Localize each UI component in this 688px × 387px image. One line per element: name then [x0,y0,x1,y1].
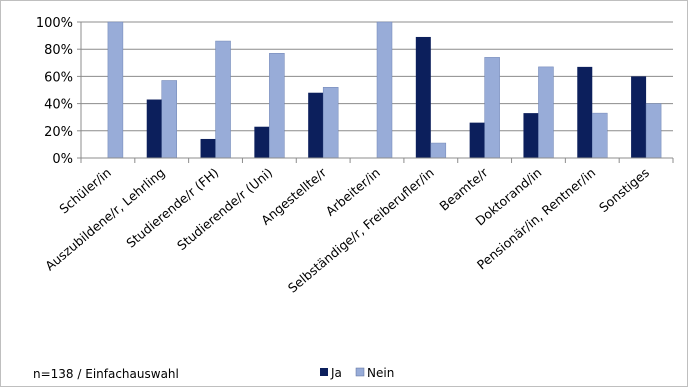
y-tick-label: 80% [44,43,73,58]
y-tick-label: 40% [44,98,73,113]
bar-ja [200,138,216,158]
bar-nein [592,112,608,159]
legend-swatch-ja [320,368,328,376]
bar-ja [254,126,270,158]
bar-ja [415,36,431,158]
bar-ja [308,92,324,158]
bar-nein [107,21,124,159]
bar-nein [322,87,339,159]
x-tick-label: Sonstiges [596,165,652,215]
bar-ja [146,99,162,158]
bar-ja [469,122,485,158]
x-tick-label: Beamte/r [436,164,491,213]
y-tick-label: 60% [44,70,73,85]
y-tick-label: 100% [36,16,73,31]
bar-nein [376,21,393,159]
bar-ja [631,76,647,158]
bar-nein [538,66,554,159]
legend-label-ja: Ja [330,366,342,380]
bar-nein [269,53,285,159]
axes [77,21,674,163]
y-tick-label: 20% [44,125,73,140]
bar-nein [484,57,500,159]
legend-swatch-nein [355,367,365,377]
bars [107,21,662,159]
x-tick-label: Studierende/r (FH) [123,165,221,251]
bar-nein [430,142,447,159]
sample-note: n=138 / Einfachauswahl [33,367,179,381]
bar-ja [523,113,539,158]
y-tick-labels: 0% 20% 40% 60% 80% 100% [36,16,73,167]
bar-ja [577,66,593,158]
y-tick-label: 0% [52,152,73,167]
bar-nein [645,103,662,159]
bar-nein [215,40,231,159]
bar-nein [161,80,177,159]
legend-label-nein: Nein [367,366,394,380]
x-tick-label: Studierende/r (Uni) [174,165,275,253]
legend: Ja Nein [320,366,394,380]
